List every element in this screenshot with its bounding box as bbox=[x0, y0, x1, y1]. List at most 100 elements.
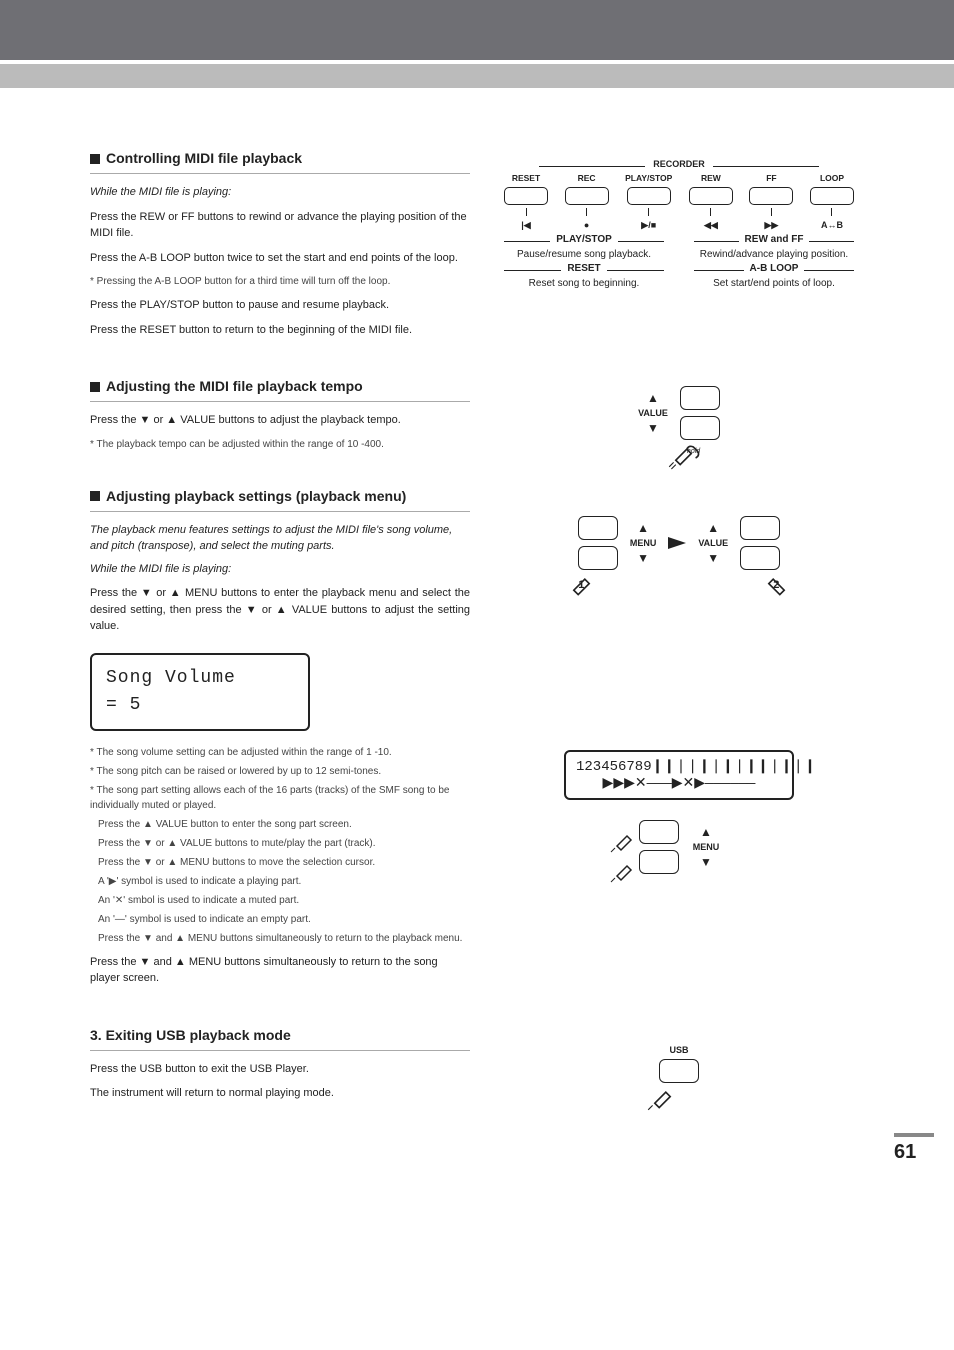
recorder-annotations: PLAY/STOP Pause/resume song playback. RE… bbox=[504, 241, 854, 289]
section1-note1: * Pressing the A-B LOOP button for a thi… bbox=[90, 274, 470, 289]
anno-reset-text: Reset song to beginning. bbox=[504, 278, 664, 289]
usb-button[interactable] bbox=[659, 1059, 699, 1083]
section1-p4: Press the RESET button to return to the … bbox=[90, 322, 470, 339]
section-adjust-tempo: Adjusting the MIDI file playback tempo P… bbox=[90, 376, 864, 456]
menu-value-control: 1 ▲ MENU ▼ ▲ VALUE ▼ bbox=[494, 516, 864, 570]
rec-icon: ● bbox=[584, 220, 589, 230]
s3-note-8: An '—' symbol is used to indicate an emp… bbox=[98, 912, 470, 927]
rec-button[interactable] bbox=[565, 187, 609, 205]
section3-title: Adjusting playback settings (playback me… bbox=[90, 486, 470, 512]
rew-button-col: REW ◀◀ bbox=[689, 173, 733, 231]
playstop-icon: ▶/■ bbox=[641, 220, 656, 231]
s3-note-2: * The song part setting allows each of t… bbox=[90, 783, 470, 813]
value-up-icon-2: ▲ bbox=[707, 522, 719, 534]
ff-icon: ▶▶ bbox=[765, 220, 779, 231]
section1-p1: Press the REW or FF buttons to rewind or… bbox=[90, 209, 470, 242]
s3-note-0: * The song volume setting can be adjuste… bbox=[90, 745, 470, 760]
s3-note-9: Press the ▼ and ▲ MENU buttons simultane… bbox=[98, 931, 470, 946]
section-controlling-midi: Controlling MIDI file playback While the… bbox=[90, 148, 864, 346]
header-dark-band bbox=[0, 0, 954, 60]
lcd-parts: 123456789❙❙❘❘❙❘❙❘❙❙❘❙❘❙ ▶▶▶✕———▶✕▶—————— bbox=[564, 750, 794, 800]
section3-italic1: The playback menu features settings to a… bbox=[90, 522, 470, 555]
svg-text:2: 2 bbox=[773, 579, 779, 591]
section1-intro: While the MIDI file is playing: bbox=[90, 184, 470, 201]
finger-press-icon bbox=[667, 425, 711, 469]
value-up-button-2[interactable] bbox=[740, 516, 780, 540]
finger-press-icon: 2 bbox=[749, 555, 793, 599]
anno-reset-title: RESET bbox=[561, 263, 606, 274]
recorder-diagram: RECORDER RESET |◀ REC ● bbox=[494, 148, 864, 299]
anno-rewff-title: REW and FF bbox=[739, 234, 810, 245]
menu-simultaneous-press: ▲ MENU ▼ bbox=[494, 820, 864, 874]
dual-finger-press-icon bbox=[609, 826, 659, 896]
loop-button-col: LOOP A↔B bbox=[810, 173, 854, 231]
header-light-band bbox=[0, 64, 954, 88]
section3-p1: Press the ▼ or ▲ MENU buttons to enter t… bbox=[90, 585, 470, 635]
rew-button[interactable] bbox=[689, 187, 733, 205]
section3-plast: Press the ▼ and ▲ MENU buttons simultane… bbox=[90, 954, 470, 987]
arrow-right-icon bbox=[668, 537, 686, 549]
section1-title: Controlling MIDI file playback bbox=[90, 148, 470, 174]
s3-note-3: Press the ▲ VALUE button to enter the so… bbox=[98, 817, 470, 832]
section1-p3: Press the PLAY/STOP button to pause and … bbox=[90, 297, 470, 314]
anno-rewff-text: Rewind/advance playing position. bbox=[694, 249, 854, 260]
section2-title: Adjusting the MIDI file playback tempo bbox=[90, 376, 470, 402]
lcd-line2: = 5 bbox=[106, 692, 294, 719]
value-control: ▲ VALUE ▼ hold bbox=[494, 386, 864, 440]
playstop-button-col: PLAY/STOP ▶/■ bbox=[625, 173, 672, 231]
hold-label: hold bbox=[687, 448, 700, 455]
rec-button-col: REC ● bbox=[565, 173, 609, 231]
lcd-song-volume: Song Volume = 5 bbox=[90, 653, 310, 731]
finger-press-icon bbox=[646, 1068, 690, 1112]
recorder-legend: RECORDER bbox=[645, 159, 713, 169]
loop-icon: A↔B bbox=[821, 220, 843, 230]
page-number: 61 bbox=[894, 1133, 934, 1164]
lcd2-line1: 123456789❙❙❘❘❙❘❙❘❙❙❘❙❘❙ bbox=[576, 758, 782, 775]
playstop-button[interactable] bbox=[627, 187, 671, 205]
menu-up-button[interactable] bbox=[578, 516, 618, 540]
value-down-button[interactable]: hold bbox=[680, 416, 720, 440]
value-down-button-2[interactable]: 2 bbox=[740, 546, 780, 570]
section1-p2: Press the A-B LOOP button twice to set t… bbox=[90, 250, 470, 267]
section-playback-settings: Adjusting playback settings (playback me… bbox=[90, 486, 864, 995]
anno-abloop-title: A-B LOOP bbox=[744, 263, 805, 274]
usb-label: USB bbox=[669, 1045, 688, 1055]
menu-label: MENU bbox=[630, 538, 657, 548]
rew-icon: ◀◀ bbox=[704, 220, 718, 231]
value-down-icon-2: ▼ bbox=[707, 552, 719, 564]
section4-p2: The instrument will return to normal pla… bbox=[90, 1085, 470, 1102]
menu-label-2: MENU bbox=[693, 842, 720, 852]
anno-playstop-title: PLAY/STOP bbox=[550, 234, 618, 245]
finger-press-icon: 1 bbox=[565, 555, 609, 599]
reset-icon: |◀ bbox=[521, 220, 530, 231]
menu-down-icon-2: ▼ bbox=[700, 856, 712, 868]
section2-note1: * The playback tempo can be adjusted wit… bbox=[90, 437, 470, 452]
usb-button-diagram: USB bbox=[494, 1045, 864, 1083]
value-label: VALUE bbox=[638, 408, 668, 418]
menu-up-icon: ▲ bbox=[637, 522, 649, 534]
anno-playstop-text: Pause/resume song playback. bbox=[504, 249, 664, 260]
s3-note-7: An '✕' smbol is used to indicate a muted… bbox=[98, 893, 470, 908]
menu-down-button[interactable]: 1 bbox=[578, 546, 618, 570]
s3-note-4: Press the ▼ or ▲ VALUE buttons to mute/p… bbox=[98, 836, 470, 851]
reset-button-col: RESET |◀ bbox=[504, 173, 548, 231]
section4-title: 3. Exiting USB playback mode bbox=[90, 1025, 470, 1051]
ff-button-col: FF ▶▶ bbox=[749, 173, 793, 231]
section4-p1: Press the USB button to exit the USB Pla… bbox=[90, 1061, 470, 1078]
ff-button[interactable] bbox=[749, 187, 793, 205]
page-content: Controlling MIDI file playback While the… bbox=[0, 88, 954, 1180]
section-exit-usb: 3. Exiting USB playback mode Press the U… bbox=[90, 1025, 864, 1110]
s3-note-5: Press the ▼ or ▲ MENU buttons to move th… bbox=[98, 855, 470, 870]
value-up-icon: ▲ bbox=[647, 392, 659, 404]
value-down-icon: ▼ bbox=[647, 422, 659, 434]
lcd-line1: Song Volume bbox=[106, 665, 294, 692]
loop-button[interactable] bbox=[810, 187, 854, 205]
value-up-button[interactable] bbox=[680, 386, 720, 410]
lcd2-line2: ▶▶▶✕———▶✕▶—————— bbox=[576, 775, 782, 792]
recorder-button-row: RESET |◀ REC ● PLAY/STOP bbox=[504, 173, 854, 231]
section3-italic2: While the MIDI file is playing: bbox=[90, 561, 470, 578]
menu-up-icon-2: ▲ bbox=[700, 826, 712, 838]
anno-abloop-text: Set start/end points of loop. bbox=[694, 278, 854, 289]
section2-p1: Press the ▼ or ▲ VALUE buttons to adjust… bbox=[90, 412, 470, 429]
reset-button[interactable] bbox=[504, 187, 548, 205]
